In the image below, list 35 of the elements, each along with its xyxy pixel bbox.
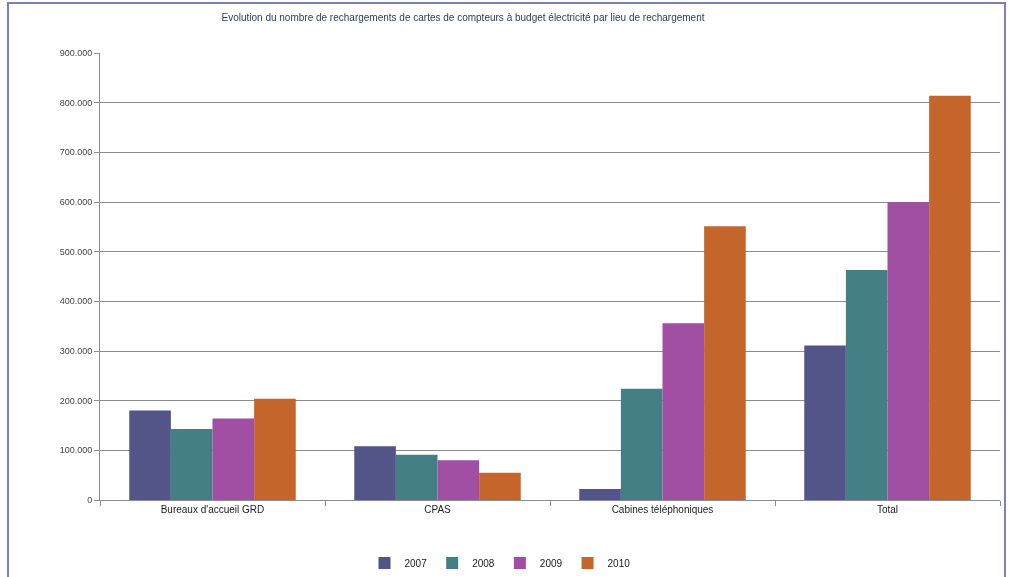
y-tick-label: 200.000 [59, 395, 93, 406]
bar [804, 345, 846, 500]
bar [170, 428, 213, 500]
y-tick-label: 100.000 [59, 445, 93, 456]
x-tick-label: CPAS [424, 504, 452, 515]
x-tick-label: Total [876, 504, 899, 515]
y-tick-label: 500.000 [59, 246, 93, 257]
y-tick-label: 0 [87, 495, 93, 506]
x-tick-label: Bureaux d'accueil GRD [160, 504, 265, 515]
y-tick-label: 900.000 [59, 48, 93, 59]
y-tick-label: 300.000 [59, 346, 93, 357]
y-tick-label: 600.000 [59, 197, 93, 208]
bar [662, 323, 705, 500]
bar [887, 202, 930, 500]
bar [129, 410, 171, 500]
bar [479, 472, 521, 500]
legend-label: 2009 [539, 557, 563, 569]
y-tick-label: 400.000 [59, 296, 93, 307]
x-tick-label: Cabines téléphoniques [611, 504, 714, 515]
bar [620, 388, 663, 500]
bar [845, 270, 888, 500]
bar [579, 489, 621, 500]
legend-label: 2007 [404, 557, 428, 569]
y-tick-label: 800.000 [59, 97, 93, 108]
chart-title: Evolution du nombre de rechargements de cartes de compteurs à budget électricité par lieu de rechargement [221, 11, 705, 23]
bar [212, 418, 255, 500]
bar [929, 95, 971, 500]
bar [395, 454, 438, 500]
bar [254, 398, 296, 500]
y-tick-label: 700.000 [59, 147, 93, 158]
bar [704, 226, 746, 500]
legend-label: 2008 [472, 557, 495, 569]
legend-label: 2010 [607, 557, 631, 569]
bar [437, 460, 480, 500]
bar [354, 446, 396, 500]
